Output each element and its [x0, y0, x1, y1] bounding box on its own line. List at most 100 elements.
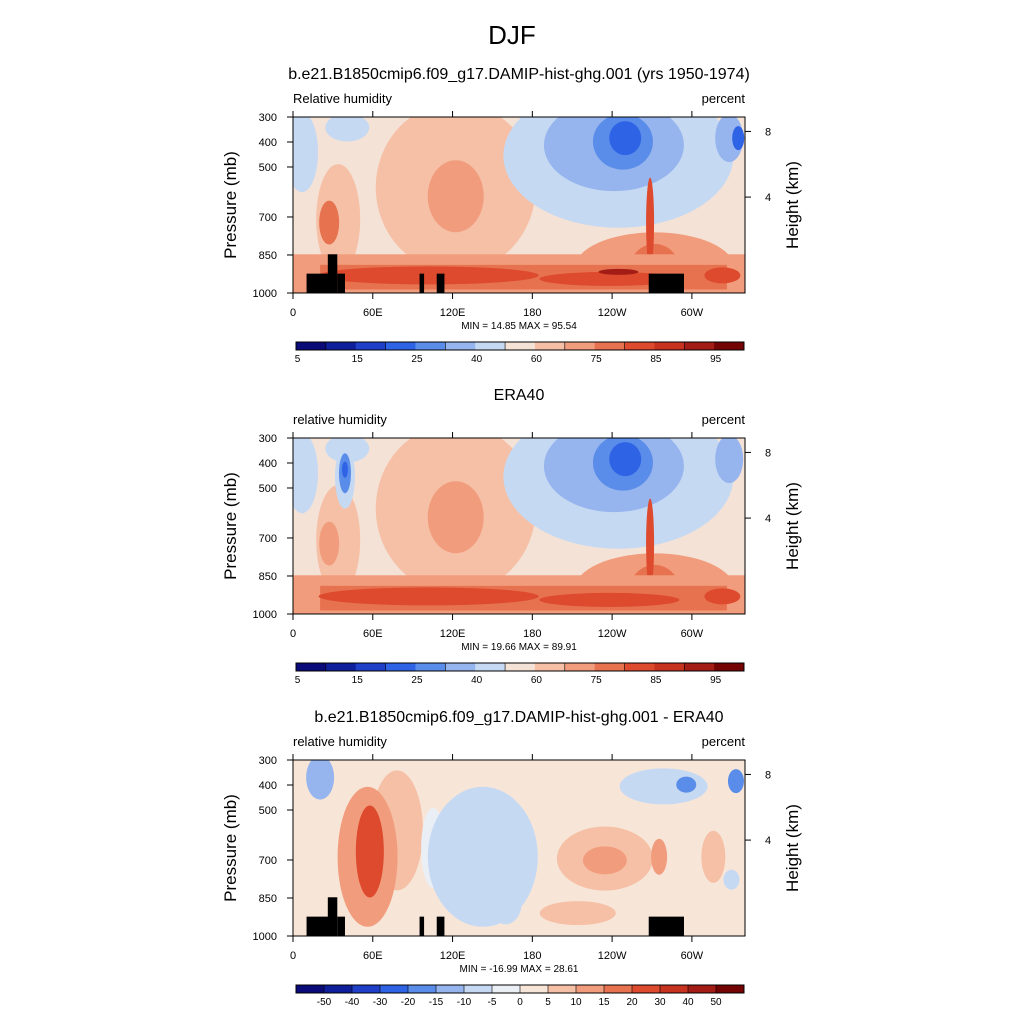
- contour-fill: [319, 200, 340, 245]
- units-label: percent: [702, 91, 746, 106]
- contour-fill: [427, 481, 484, 554]
- y-tick-label: 1000: [253, 609, 277, 621]
- colorbar-swatch: [296, 342, 327, 350]
- min-max-stats: MIN = 14.85 MAX = 95.54: [461, 321, 577, 332]
- colorbar-label: -30: [373, 997, 388, 1008]
- panel-model: b.e21.B1850cmip6.f09_g17.DAMIP-hist-ghg.…: [221, 66, 802, 365]
- terrain-block: [327, 254, 338, 293]
- contour-fill: [539, 901, 616, 926]
- colorbar-label: 60: [531, 354, 543, 365]
- colorbar-swatch: [475, 663, 506, 671]
- colorbar-swatch: [325, 342, 357, 350]
- x-tick-label: 180: [523, 950, 541, 962]
- colorbar-swatch: [324, 985, 353, 993]
- colorbar-label: 75: [591, 675, 603, 686]
- x-tick-label: 120E: [440, 628, 466, 640]
- colorbar-label: 85: [650, 354, 662, 365]
- contour-fill: [341, 461, 348, 478]
- colorbar-swatch: [505, 663, 536, 671]
- colorbar-label: -15: [429, 997, 444, 1008]
- y-axis-title: Pressure (mb): [221, 151, 240, 259]
- x-tick-label: 0: [290, 628, 296, 640]
- colorbar-swatch: [296, 663, 327, 671]
- terrain-block: [306, 273, 333, 293]
- contour-fill: [539, 592, 680, 607]
- contour-fill: [539, 271, 680, 286]
- colorbar-swatch: [564, 663, 596, 671]
- colorbar-label: 5: [295, 354, 301, 365]
- x-tick-label: 60E: [363, 307, 383, 319]
- y2-tick-label: 8: [765, 447, 771, 459]
- x-tick-label: 120W: [598, 307, 627, 319]
- colorbar-label: 40: [471, 354, 483, 365]
- colorbar-label: 75: [591, 354, 603, 365]
- colorbar-swatch: [534, 342, 566, 350]
- contour-fill: [715, 438, 744, 484]
- x-tick-label: 180: [523, 307, 541, 319]
- colorbar-label: 25: [411, 354, 423, 365]
- colorbar-swatch: [380, 985, 409, 993]
- colorbar-label: -5: [488, 997, 497, 1008]
- y2-axis-title: Height (km): [783, 482, 802, 570]
- x-tick-label: 0: [290, 950, 296, 962]
- contour-fill: [732, 126, 745, 151]
- colorbar-label: -50: [317, 997, 332, 1008]
- y-tick-label: 500: [259, 483, 277, 495]
- colorbar-swatch: [355, 342, 386, 350]
- colorbar-swatch: [385, 663, 416, 671]
- y2-tick-label: 8: [765, 126, 771, 138]
- colorbar-swatch: [624, 663, 655, 671]
- colorbar-swatch: [445, 342, 476, 350]
- panel-title: b.e21.B1850cmip6.f09_g17.DAMIP-hist-ghg.…: [288, 66, 750, 83]
- terrain-block: [419, 273, 425, 293]
- y2-tick-label: 4: [765, 835, 771, 847]
- colorbar-label: 50: [710, 997, 722, 1008]
- colorbar-label: 15: [352, 675, 364, 686]
- contour-fill: [646, 498, 655, 589]
- y-tick-label: 850: [259, 571, 277, 583]
- y-tick-label: 700: [259, 855, 277, 867]
- x-tick-label: 0: [290, 307, 296, 319]
- colorbar-swatch: [505, 342, 536, 350]
- colorbar-label: 30: [654, 997, 666, 1008]
- colorbar-swatch: [464, 985, 493, 993]
- contour-fill: [293, 438, 319, 514]
- colorbar-label: 10: [570, 997, 582, 1008]
- contour-fill: [306, 760, 335, 800]
- y-tick-label: 500: [259, 805, 277, 817]
- colorbar-swatch: [492, 985, 521, 993]
- colorbar-swatch: [684, 663, 715, 671]
- colorbar-label: -10: [457, 997, 472, 1008]
- terrain-block: [419, 916, 425, 936]
- terrain-block: [436, 273, 445, 293]
- contour-fill: [318, 587, 539, 606]
- contour-fill: [293, 117, 319, 193]
- x-tick-label: 120E: [440, 950, 466, 962]
- terrain-mask: [306, 254, 684, 293]
- colorbar-swatch: [688, 985, 717, 993]
- terrain-block: [337, 916, 345, 936]
- terrain-block: [648, 916, 684, 936]
- variable-label: Relative humidity: [293, 91, 392, 106]
- contour-field: [293, 760, 745, 936]
- colorbar-label: 95: [710, 354, 722, 365]
- x-tick-label: 60E: [363, 950, 383, 962]
- contour-fill: [325, 117, 370, 142]
- colorbar: -50 -40 -30 -20 -15 -10 -5 0 5 10 15 20 30 40 50: [295, 984, 745, 1008]
- min-max-stats: MIN = -16.99 MAX = 28.61: [460, 964, 579, 975]
- contour-fill: [704, 267, 741, 284]
- x-tick-label: 60W: [681, 950, 704, 962]
- x-tick-label: 120W: [598, 628, 627, 640]
- colorbar-swatch: [385, 342, 416, 350]
- y-tick-label: 850: [259, 250, 277, 262]
- panel-title: ERA40: [494, 387, 545, 404]
- colorbar-swatch: [564, 342, 596, 350]
- variable-label: relative humidity: [293, 412, 387, 427]
- colorbar-swatch: [684, 342, 715, 350]
- colorbar: 5 15 25 40 60 75 85 95: [295, 662, 745, 686]
- plot-frame: [292, 759, 746, 937]
- colorbar-label: 5: [545, 997, 551, 1008]
- y-tick-label: 700: [259, 212, 277, 224]
- contour-fill: [489, 884, 522, 925]
- y-tick-label: 400: [259, 458, 277, 470]
